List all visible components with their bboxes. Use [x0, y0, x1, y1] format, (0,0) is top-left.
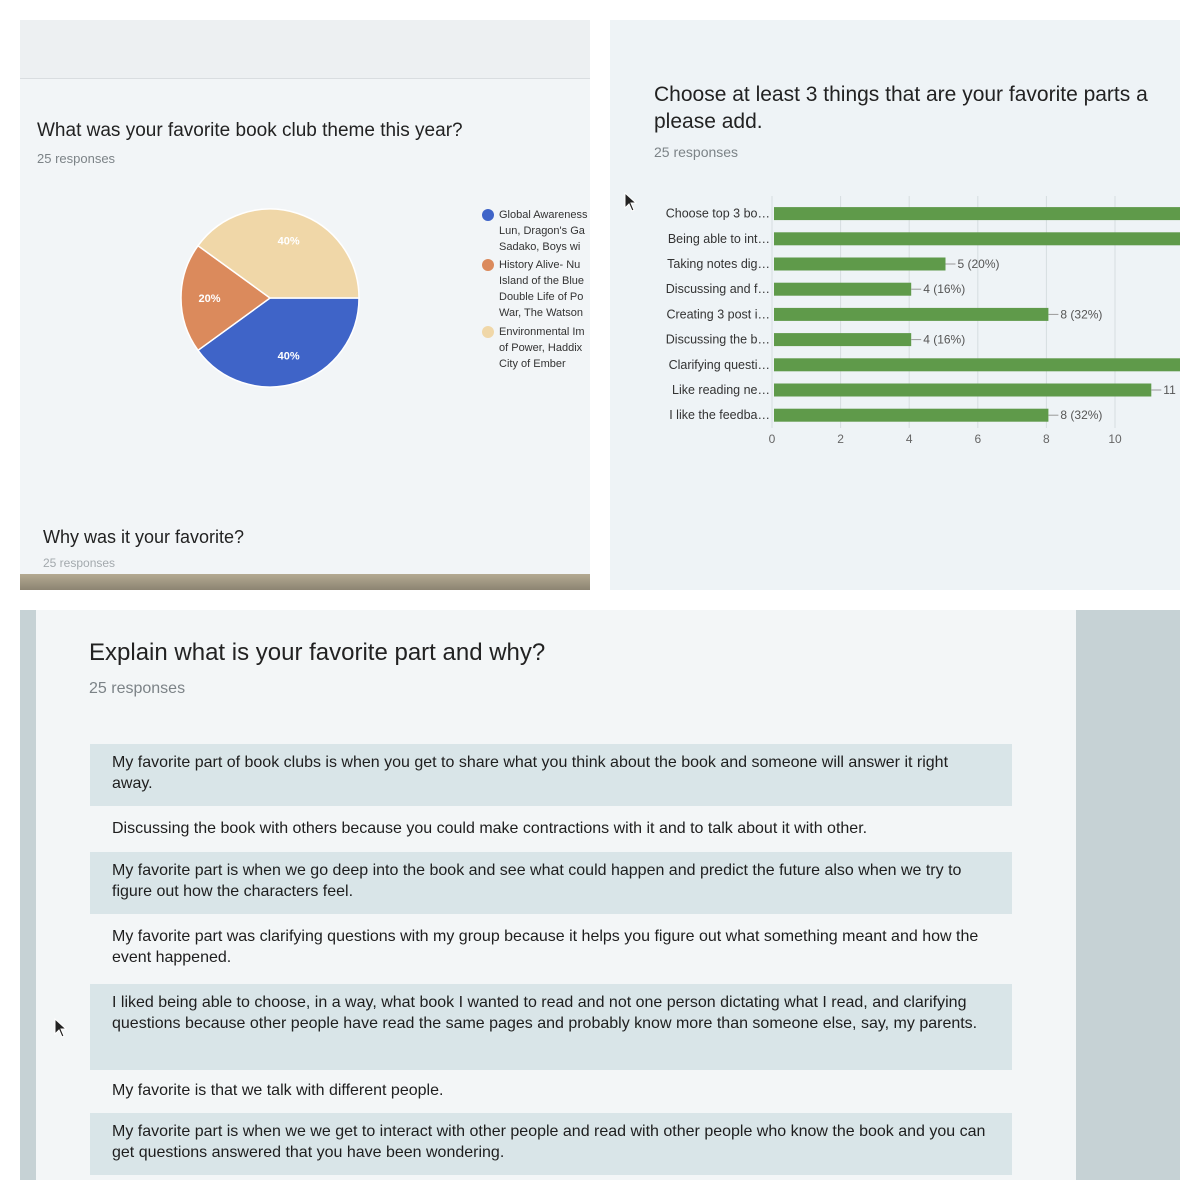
- bar: [774, 207, 1180, 221]
- category-label: Discussing and f…: [666, 282, 770, 296]
- bar: [774, 232, 1180, 246]
- pie-slice: [180, 244, 272, 352]
- response-row: My favorite part is when we we get to in…: [90, 1113, 1012, 1175]
- category-label: I like the feedba…: [669, 408, 770, 422]
- data-label: 11: [1163, 383, 1176, 397]
- legend-label: Global Awareness Lun, Dragon's Ga Sadako…: [499, 209, 588, 253]
- x-tick-label: 2: [837, 432, 844, 446]
- category-label: Discussing the b…: [666, 333, 770, 347]
- data-label: 4 (16%): [923, 333, 965, 347]
- bar: [774, 307, 1049, 321]
- response-count: 25 responses: [37, 151, 116, 166]
- form-header-bar: [20, 20, 590, 79]
- mouse-cursor-icon: [54, 1018, 68, 1038]
- x-tick-label: 10: [1108, 432, 1122, 446]
- bar: [774, 408, 1049, 422]
- legend-label: History Alive- Nu Island of the Blue Dou…: [499, 259, 585, 319]
- response-row: My favorite part is when we go deep into…: [90, 852, 1012, 914]
- category-label: Taking notes dig…: [667, 257, 770, 271]
- legend-swatch: [482, 209, 494, 221]
- pie-slice: [196, 297, 360, 388]
- text-responses-panel: Explain what is your favorite part and w…: [20, 610, 1180, 1180]
- category-label: Clarifying questi…: [669, 358, 770, 372]
- legend-label: Environmental Im of Power, Haddix City o…: [499, 326, 585, 370]
- pie-chart: 40% 20% 40%: [180, 208, 360, 388]
- x-tick-label: 4: [906, 432, 913, 446]
- data-label: 5 (20%): [958, 257, 1000, 271]
- response-row: My favorite part of book clubs is when y…: [90, 744, 1012, 806]
- response-row: My favorite is that we talk with differe…: [90, 1072, 1012, 1110]
- response-count: 25 responses: [89, 680, 186, 697]
- data-label: 8 (32%): [1060, 307, 1102, 321]
- category-label: Creating 3 post i…: [666, 307, 770, 321]
- followup-response-count: 25 responses: [43, 556, 116, 570]
- data-label: 8 (32%): [1060, 408, 1102, 422]
- bar: [774, 257, 946, 271]
- legend-swatch: [482, 326, 494, 338]
- category-label: Like reading ne…: [672, 383, 770, 397]
- question-title: Explain what is your favorite part and w…: [89, 639, 546, 666]
- question-title-line-1: Choose at least 3 things that are your f…: [654, 83, 1148, 106]
- bar: [774, 333, 912, 347]
- response-row: My favorite part was clarifying question…: [90, 918, 1012, 980]
- category-label: Choose top 3 bo…: [666, 207, 770, 221]
- pie-slice-label: 20%: [198, 293, 220, 305]
- question-title-line-2: please add.: [654, 110, 763, 133]
- bar: [774, 282, 912, 296]
- screen-bezel: [20, 574, 590, 590]
- pie-slice-label: 40%: [278, 235, 300, 247]
- followup-question-title: Why was it your favorite?: [43, 527, 245, 547]
- legend-swatch: [482, 259, 494, 271]
- question-title: What was your favorite book club theme t…: [37, 120, 463, 141]
- data-label: 4 (16%): [923, 282, 965, 296]
- pie-chart-panel: What was your favorite book club theme t…: [20, 20, 590, 590]
- response-count: 25 responses: [654, 144, 739, 160]
- x-tick-label: 8: [1043, 432, 1050, 446]
- x-tick-label: 0: [769, 432, 776, 446]
- pie-slice-label: 40%: [278, 351, 300, 363]
- pie-slice: [196, 208, 360, 299]
- response-row: Discussing the book with others because …: [90, 810, 1012, 850]
- x-tick-label: 6: [974, 432, 981, 446]
- category-label: Being able to int…: [668, 232, 770, 246]
- bar-chart: 0 2 4 6 8 10 Choose top 3 bo… Being able to int…: [666, 196, 1180, 446]
- bar: [774, 358, 1180, 372]
- bar: [774, 383, 1152, 397]
- mouse-cursor-icon: [624, 192, 638, 212]
- bar-chart-panel: Choose at least 3 things that are your f…: [610, 20, 1180, 590]
- response-row: I liked being able to choose, in a way, …: [90, 984, 1012, 1070]
